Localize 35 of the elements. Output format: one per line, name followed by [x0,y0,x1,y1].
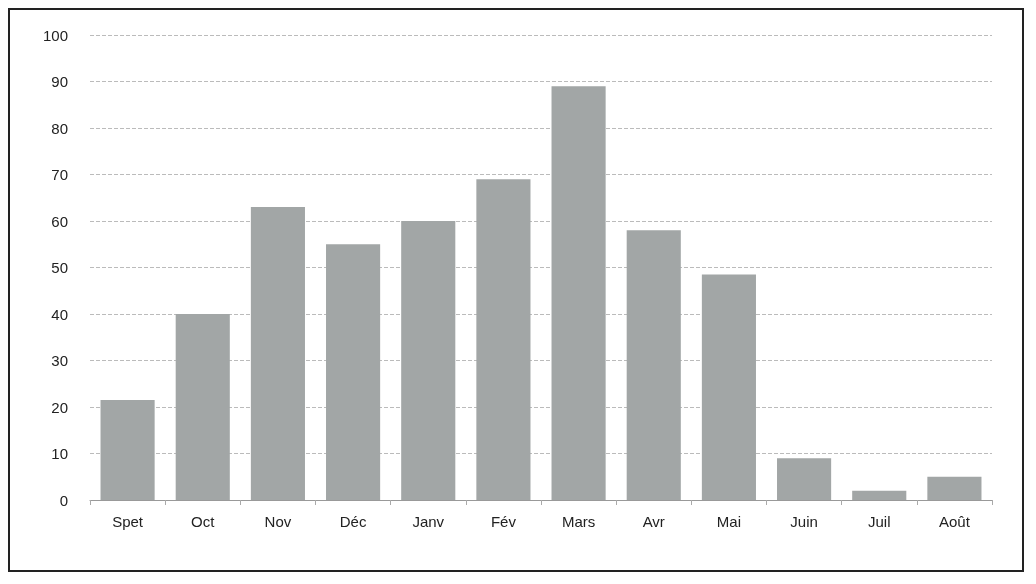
bar [927,476,982,500]
y-tick-label: 90 [51,73,68,90]
bar [777,458,832,500]
bar [551,86,606,500]
x-tick-label: Août [938,513,971,530]
y-tick-label: 70 [51,166,68,183]
x-tick-label: Spet [112,513,144,530]
bar [100,400,155,500]
x-tick-label: Avr [642,513,665,530]
bar [626,230,681,500]
x-tick-label: Fév [490,513,517,530]
x-tick-label: Janv [412,513,445,530]
x-tick-label: Juin [790,513,818,530]
x-tick-label: Mai [716,513,741,530]
x-tick-label: Juil [867,513,891,530]
y-tick-label: 100 [42,26,68,44]
y-tick-label: 60 [51,212,68,230]
y-tick-label: 10 [51,445,68,462]
y-tick-label: 80 [51,119,68,137]
y-tick-label: 50 [51,259,68,276]
y-tick-label: 40 [51,305,68,323]
y-tick-label: 0 [59,491,68,509]
bar [701,274,756,500]
bar [852,490,907,500]
bar [401,221,456,500]
x-tick-label: Nov [264,513,292,530]
x-tick-label: Mars [561,513,596,530]
bar [175,314,230,500]
y-tick-label: 30 [51,352,68,369]
bar [476,179,531,500]
bar [326,244,381,500]
x-tick-label: Oct [191,513,216,530]
x-tick-label: Déc [339,513,367,530]
bar [250,207,305,500]
y-tick-label: 20 [51,398,68,416]
